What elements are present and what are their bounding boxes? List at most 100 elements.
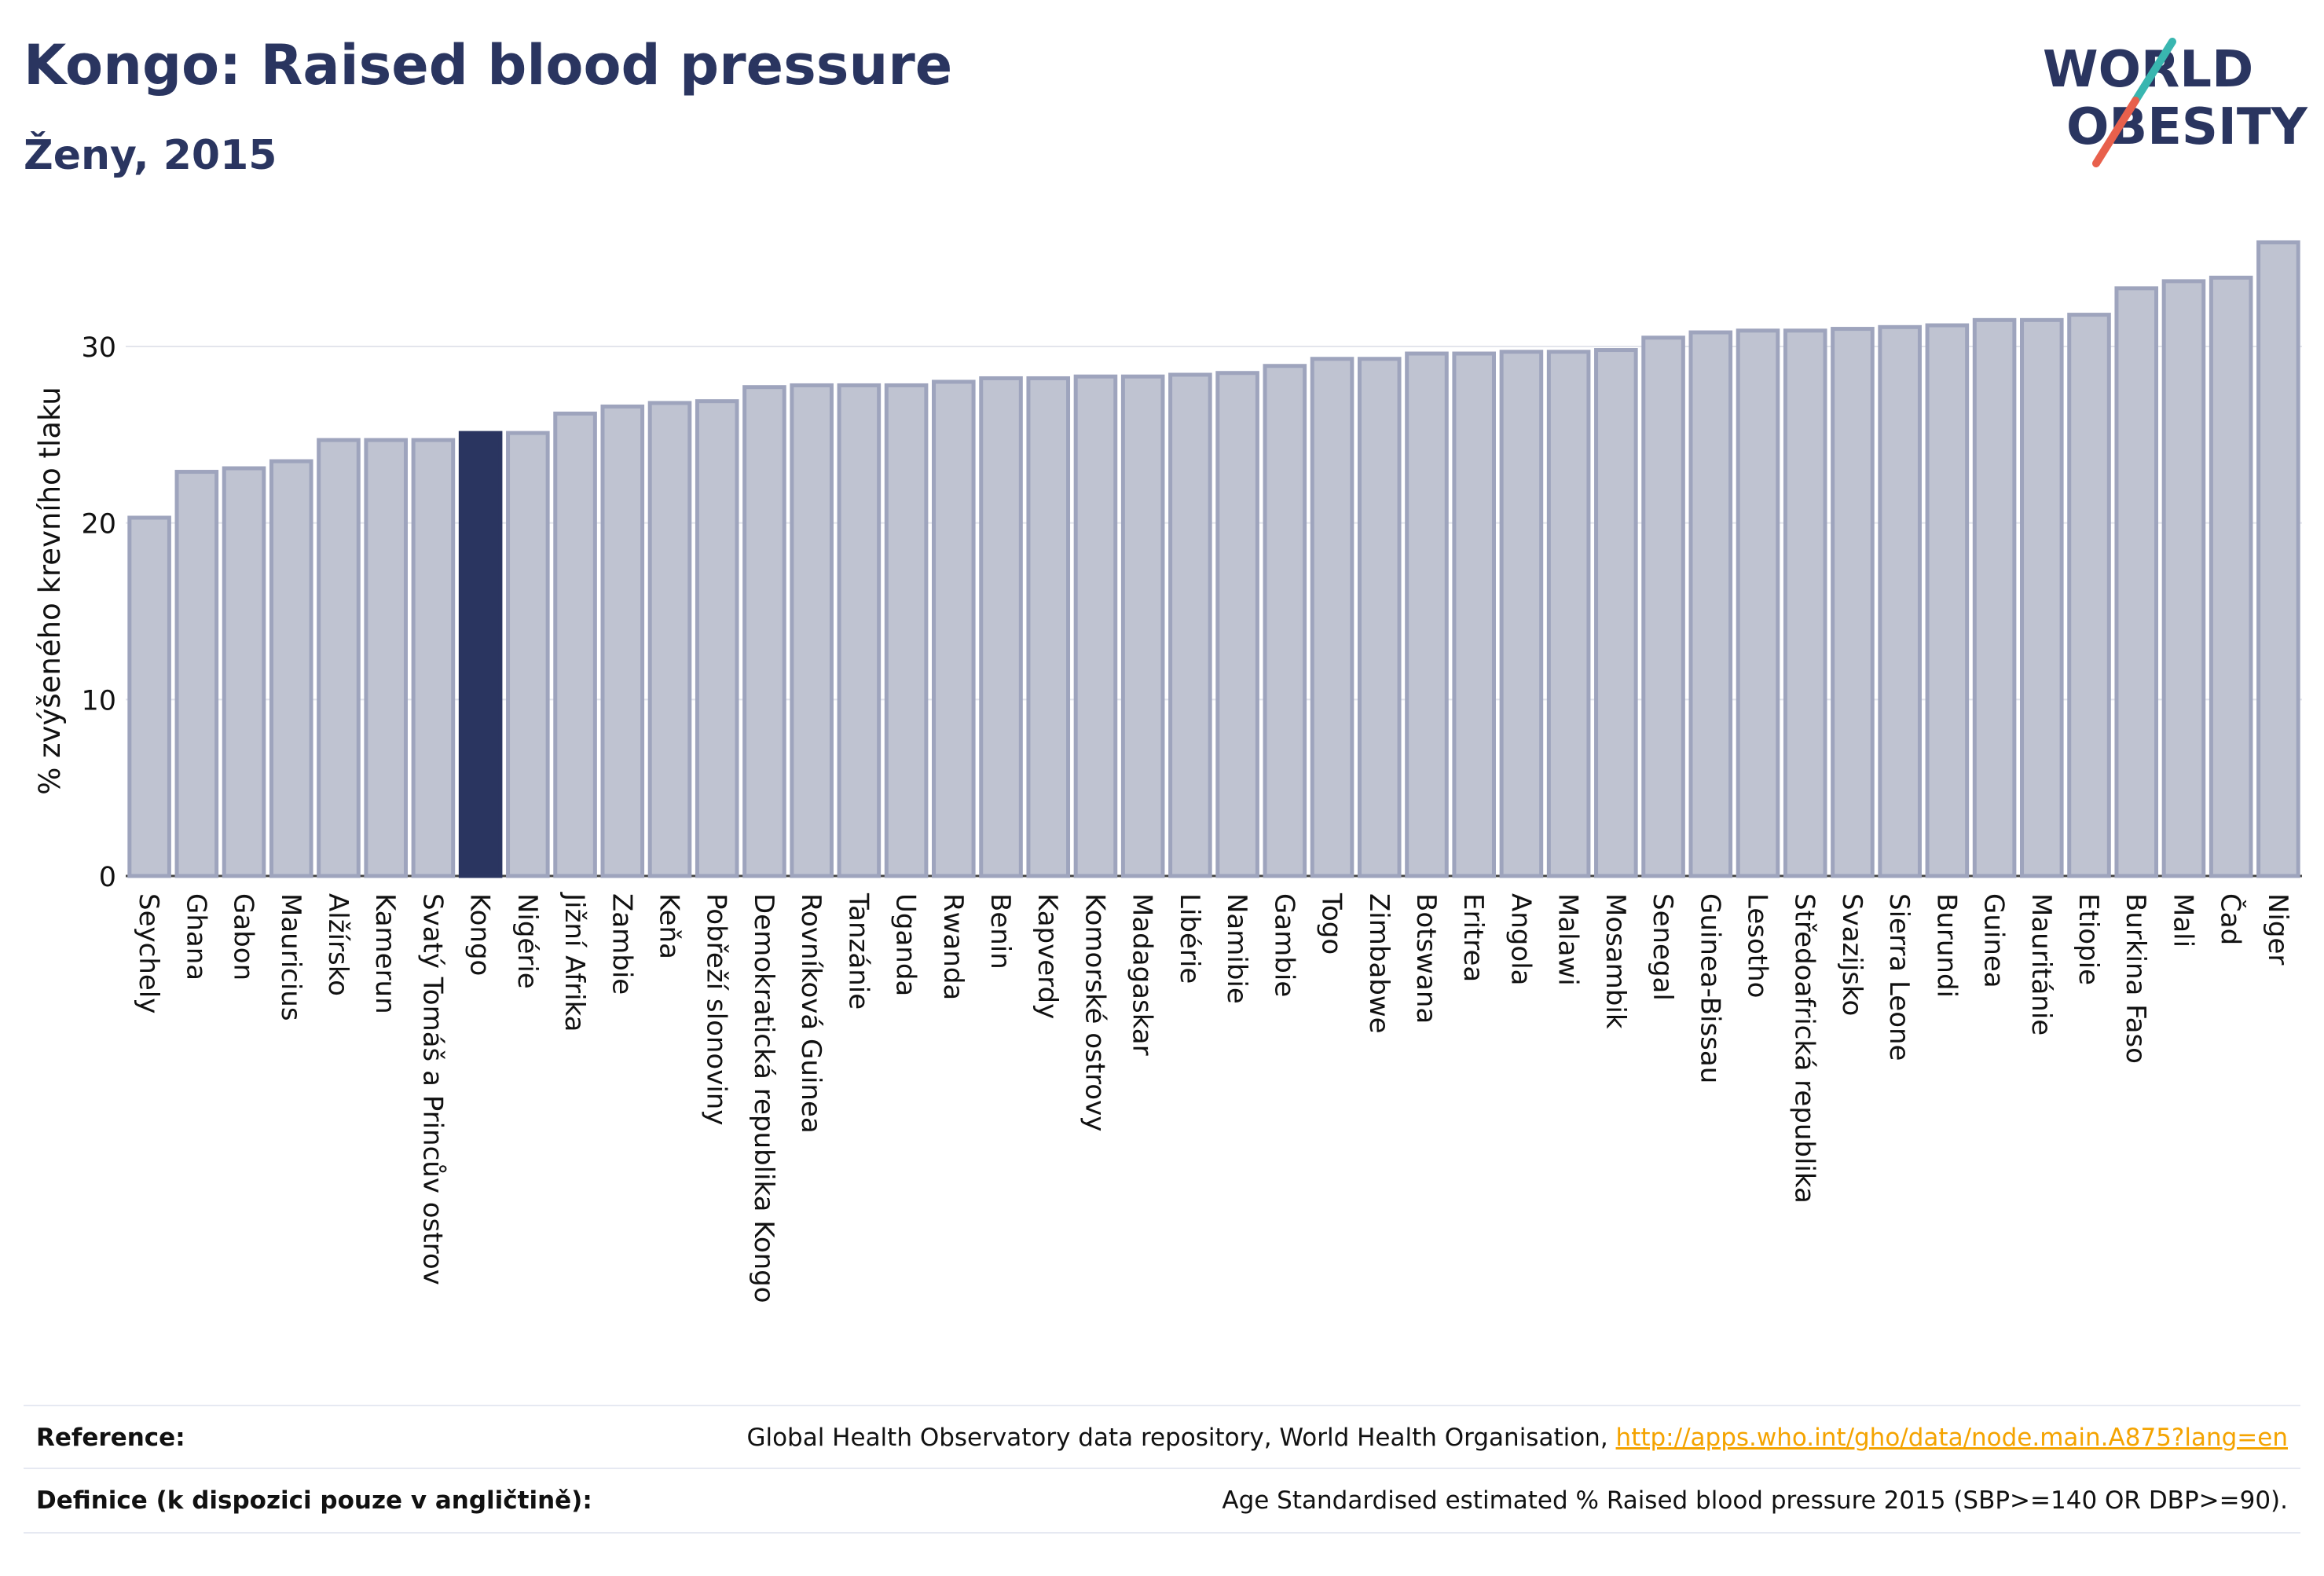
bar [600,404,645,878]
x-tick-label: Burkina Faso [2120,893,2151,1064]
bar [2256,240,2300,878]
bar [222,466,266,878]
bar [790,383,834,878]
bar [1499,350,1544,878]
x-tick-label: Kongo [464,893,496,976]
bar [837,383,882,878]
x-tick-label: Ghana [180,893,211,980]
bar [979,376,1023,878]
logo-slash-teal [2132,38,2176,104]
bar [411,438,456,878]
x-tick-label: Libérie [1174,893,1205,984]
chart-subtitle: Ženy, 2015 [24,132,277,179]
x-tick-label: Mauricius [275,893,306,1021]
x-tick-label: Gabon [228,893,259,980]
x-tick-label: Čad [2215,893,2247,945]
x-tick-label: Alžírsko [322,893,354,996]
x-tick-label: Botswana [1410,893,1442,1024]
x-tick-label: Gambie [1268,893,1299,997]
bar [1452,351,1496,878]
logo-slash-coral [2092,97,2139,167]
bar [2209,275,2253,878]
bar [506,431,550,878]
x-tick-label: Mauritánie [2025,893,2057,1035]
bar [2114,286,2159,878]
x-tick-label: Malawi [1552,893,1584,986]
x-tick-label: Madagaskar [1127,893,1158,1056]
x-tick-label: Senegal [1647,893,1678,1001]
y-tick-label: 0 [99,862,116,893]
logo-text-world: WORLD [2043,41,2253,99]
x-axis-labels: Seychely Ghana Gabon Mauricius Alžírsko Kamer… [133,892,2293,1303]
bar [1783,328,1827,878]
x-tick-label: Rwanda [937,893,969,1000]
bar [1925,323,1970,878]
bar [1641,335,1685,878]
bar [364,438,408,878]
x-tick-label: Jižní Afrika [559,892,590,1032]
bar-highlighted [458,431,503,878]
x-tick-label: Zimbabwe [1363,893,1395,1034]
bar [1831,327,1875,878]
bar [1026,376,1071,878]
x-tick-label: Svazijsko [1836,893,1868,1016]
x-tick-label: Sierra Leone [1883,893,1915,1061]
bar [2067,313,2111,878]
bar [1357,357,1402,878]
x-tick-label: Benin [984,893,1016,969]
x-tick-label: Angola [1505,893,1536,985]
table-bottom-rule [24,1532,2300,1534]
bar [695,399,739,878]
x-tick-label: Niger [2262,893,2293,965]
bar [1120,374,1165,878]
x-tick-label: Zambie [606,893,637,995]
bar [2161,279,2206,878]
bar [127,515,171,878]
x-tick-label: Kapverdy [1032,893,1063,1019]
x-tick-label: Etiopie [2073,893,2104,985]
chart-title: Kongo: Raised blood pressure [24,33,953,97]
y-tick-label: 20 [81,509,116,541]
reference-label: Reference: [36,1424,185,1452]
x-tick-label: Togo [1316,892,1347,955]
definition-row: Definice (k dispozici pouze v angličtině… [24,1468,2300,1532]
x-tick-label: Uganda [890,893,922,996]
y-axis-label: % zvýšeného krevního tlaku [33,387,67,795]
x-tick-label: Rovníková Guinea [795,893,827,1134]
x-tick-label: Demokratická republika Kongo [748,893,779,1303]
y-tick-label: 10 [81,685,116,717]
bar [1972,317,2017,878]
bar [884,383,929,878]
x-tick-label: Seychely [133,893,164,1013]
y-axis-ticks: 0 10 20 30 [81,332,116,893]
x-tick-label: Guinea-Bissau [1694,893,1725,1083]
bar [1546,350,1591,878]
bar [1688,330,1733,878]
x-tick-label: Komorské ostrovy [1079,893,1110,1131]
bar [1073,374,1118,878]
x-tick-label: Svatý Tomáš a Princův ostrov [416,893,448,1285]
x-tick-label: Mosambik [1600,893,1631,1029]
x-tick-label: Kamerun [369,893,401,1014]
bar [317,438,361,878]
y-tick-label: 30 [81,332,116,364]
x-tick-label: Eritrea [1457,893,1489,982]
reference-value: Global Health Observatory data repositor… [746,1424,2288,1452]
definition-label: Definice (k dispozici pouze v angličtině… [36,1486,592,1515]
bar [174,470,219,878]
reference-link[interactable]: http://apps.who.int/gho/data/node.main.A… [1615,1424,2288,1452]
world-obesity-logo: WORLD OBESITY [2043,38,2308,167]
bar [1215,371,1259,878]
x-tick-label: Nigérie [511,893,543,989]
x-tick-label: Burundi [1930,893,1962,998]
x-tick-label: Keňa [654,893,685,959]
bar [742,385,786,878]
reference-text: Global Health Observatory data repositor… [746,1424,1616,1452]
reference-row: Reference: Global Health Observatory dat… [24,1405,2300,1469]
bar [553,411,597,878]
bar-chart: 0 10 20 30 Seychely Ghana Gabon Mauricius Alžír… [33,240,2302,1303]
x-tick-label: Lesotho [1742,893,1773,998]
x-tick-label: Namibie [1221,893,1252,1004]
bar [1263,364,1307,878]
x-tick-label: Pobřeží slonoviny [701,893,732,1125]
